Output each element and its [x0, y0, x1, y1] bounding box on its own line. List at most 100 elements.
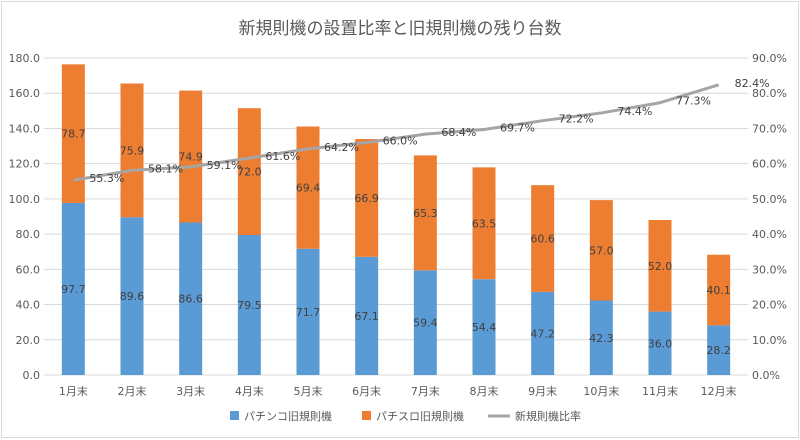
- bar-pachislot: [296, 126, 320, 249]
- y-left-tick-label: 60.0: [16, 263, 41, 276]
- data-label-pachislot: 72.0: [237, 166, 262, 179]
- bar-pachinko: [61, 202, 85, 375]
- data-label-pachinko: 28.2: [706, 344, 731, 357]
- data-label-ratio: 61.6%: [265, 150, 300, 163]
- data-label-ratio: 59.1%: [207, 159, 242, 172]
- data-label-pachinko: 79.5: [237, 299, 262, 312]
- data-label-pachislot: 57.0: [589, 244, 614, 257]
- bar-pachislot: [355, 139, 379, 257]
- y-right-tick-label: 0.0%: [752, 369, 780, 382]
- data-label-pachislot: 78.7: [61, 128, 86, 141]
- x-tick-label: 11月末: [642, 384, 678, 398]
- data-label-pachinko: 42.3: [589, 332, 614, 345]
- y-right-tick-label: 80.0%: [752, 87, 787, 100]
- data-label-ratio: 77.3%: [676, 95, 711, 108]
- data-label-pachinko: 67.1: [354, 310, 379, 323]
- bar-pachinko: [472, 279, 496, 375]
- y-right-tick-label: 50.0%: [752, 193, 787, 206]
- bar-pachinko: [237, 234, 261, 375]
- bar-pachinko: [589, 300, 613, 375]
- y-right-tick-label: 70.0%: [752, 122, 787, 135]
- bar-pachislot: [413, 155, 437, 271]
- data-label-ratio: 58.1%: [148, 162, 183, 175]
- x-tick-label: 5月末: [294, 384, 323, 398]
- data-label-pachinko: 47.2: [530, 327, 555, 340]
- bar-pachislot: [237, 108, 261, 235]
- data-label-ratio: 68.4%: [441, 126, 476, 139]
- data-label-ratio: 74.4%: [617, 105, 652, 118]
- bar-pachinko: [707, 325, 731, 375]
- y-left-tick-label: 140.0: [9, 122, 41, 135]
- bar-pachislot: [61, 64, 85, 203]
- y-left-tick-label: 100.0: [9, 193, 41, 206]
- data-label-ratio: 69.7%: [500, 122, 535, 135]
- bar-pachinko: [648, 311, 672, 375]
- y-left-tick-label: 120.0: [9, 158, 41, 171]
- y-right-tick-label: 30.0%: [752, 263, 787, 276]
- chart-title: 新規則機の設置比率と旧規則機の残り台数: [238, 19, 562, 39]
- x-tick-label: 10月末: [583, 384, 619, 398]
- data-label-pachislot: 60.6: [530, 233, 555, 246]
- data-label-ratio: 66.0%: [383, 135, 418, 148]
- data-label-ratio: 82.4%: [735, 77, 770, 90]
- x-tick-label: 3月末: [176, 384, 205, 398]
- bar-pachinko: [355, 256, 379, 375]
- y-right-tick-label: 40.0%: [752, 228, 787, 241]
- y-left-tick-label: 180.0: [9, 52, 41, 65]
- bar-pachislot: [648, 220, 672, 312]
- bar-pachinko: [413, 270, 437, 375]
- x-tick-label: 8月末: [470, 384, 499, 398]
- data-label-pachinko: 71.7: [296, 306, 321, 319]
- data-label-ratio: 55.3%: [89, 172, 124, 185]
- data-label-pachinko: 86.6: [178, 293, 203, 306]
- x-tick-label: 1月末: [59, 384, 88, 398]
- legend-pachislot-swatch: [362, 411, 371, 420]
- data-label-pachinko: 59.4: [413, 317, 438, 330]
- data-label-pachislot: 40.1: [706, 284, 731, 297]
- bar-pachislot: [707, 254, 731, 326]
- x-tick-label: 6月末: [352, 384, 381, 398]
- legend-pachinko-swatch: [230, 411, 239, 420]
- bar-pachislot: [120, 83, 144, 218]
- bar-pachislot: [472, 167, 496, 280]
- y-right-tick-label: 90.0%: [752, 52, 787, 65]
- data-label-pachislot: 66.9: [354, 192, 379, 205]
- x-tick-label: 4月末: [235, 384, 264, 398]
- data-label-pachinko: 97.7: [61, 283, 86, 296]
- y-left-tick-label: 0.0: [23, 369, 41, 382]
- data-label-pachislot: 75.9: [120, 144, 145, 157]
- x-tick-label: 7月末: [411, 384, 440, 398]
- bar-pachinko: [120, 217, 144, 375]
- bar-pachislot: [531, 185, 555, 292]
- x-tick-label: 9月末: [528, 384, 557, 398]
- bar-pachinko: [179, 222, 203, 375]
- data-label-ratio: 72.2%: [559, 113, 594, 126]
- ratio-line: [73, 83, 720, 182]
- data-label-pachislot: 69.4: [296, 182, 321, 195]
- y-right-tick-label: 10.0%: [752, 334, 787, 347]
- data-label-pachislot: 52.0: [648, 260, 673, 273]
- legend-pachislot-label: パチスロ旧規則機: [376, 409, 464, 423]
- data-label-pachislot: 74.9: [178, 151, 203, 164]
- y-right-tick-label: 20.0%: [752, 299, 787, 312]
- data-label-pachislot: 63.5: [472, 217, 497, 230]
- data-label-pachislot: 65.3: [413, 207, 438, 220]
- y-left-tick-label: 20.0: [16, 334, 41, 347]
- legend-pachinko-label: パチンコ旧規則機: [244, 409, 332, 423]
- x-tick-label: 12月末: [701, 384, 737, 398]
- bar-pachislot: [589, 200, 613, 301]
- y-left-tick-label: 160.0: [9, 87, 41, 100]
- data-label-ratio: 64.2%: [324, 141, 359, 154]
- data-label-pachinko: 89.6: [120, 290, 145, 303]
- x-tick-label: 2月末: [118, 384, 147, 398]
- data-label-pachinko: 54.4: [472, 321, 497, 334]
- bar-pachinko: [296, 248, 320, 375]
- bar-pachinko: [531, 291, 555, 375]
- data-label-pachinko: 36.0: [648, 337, 673, 350]
- y-right-tick-label: 60.0%: [752, 158, 787, 171]
- bar-pachislot: [179, 90, 203, 223]
- y-left-tick-label: 80.0: [16, 228, 41, 241]
- y-left-tick-label: 40.0: [16, 299, 41, 312]
